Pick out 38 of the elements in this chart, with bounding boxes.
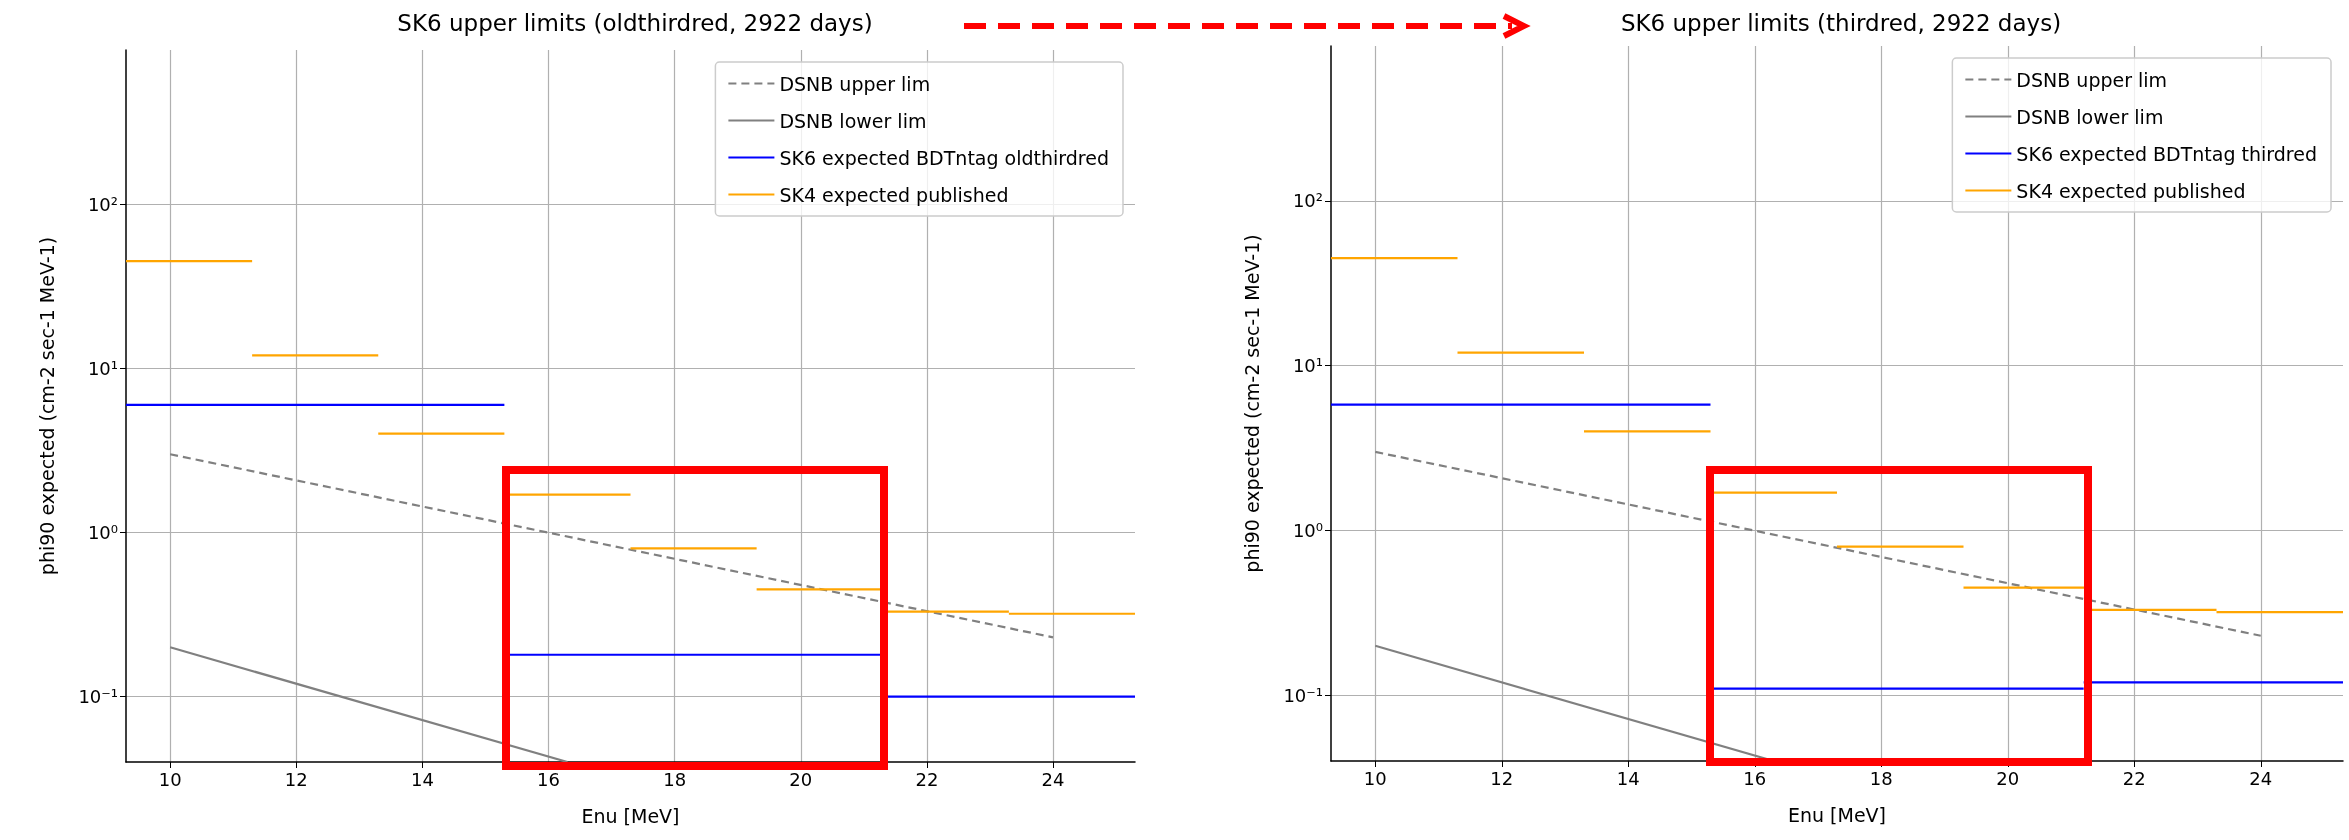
x-tick-label: 16 [537,768,560,790]
chart-title: SK6 upper limits (thirdred, 2922 days) [1620,9,2062,36]
y-tick-label: 10² [1292,190,1323,212]
y-tick-label: 10⁰ [1292,520,1323,542]
legend-label: SK6 expected BDTntag oldthirdred [779,146,1109,169]
legend-label: DSNB upper lim [2016,68,2168,91]
x-tick-label: 24 [2249,767,2273,789]
y-tick-label: 10² [87,193,118,215]
x-tick-label: 14 [1616,767,1640,789]
legend-label: SK6 expected BDTntag thirdred [2016,142,2318,165]
x-axis-title: Enu [MeV] [581,804,680,827]
x-tick-label: 22 [2122,767,2146,789]
x-tick-label: 10 [1363,767,1387,789]
x-tick-label: 10 [158,768,182,790]
x-tick-label: 20 [789,768,813,790]
legend-label: DSNB lower lim [2016,105,2164,128]
x-tick-label: 20 [1996,767,2020,789]
legend-label: DSNB upper lim [779,72,931,95]
y-tick-label: 10¹ [1292,355,1323,377]
y-tick-label: 10⁻¹ [1283,684,1323,706]
x-tick-label: 14 [410,768,434,790]
x-tick-label: 16 [1743,767,1767,789]
y-axis-title: phi90 expected (cm-2 sec-1 MeV-1) [35,236,58,576]
x-tick-label: 18 [663,768,687,790]
x-tick-label: 18 [1869,767,1893,789]
x-axis-title: Enu [MeV] [1787,803,1887,826]
legend-label: SK4 expected published [779,183,1009,206]
y-tick-label: 10⁰ [87,522,118,544]
x-tick-label: 24 [1041,768,1065,790]
y-tick-label: 10¹ [87,357,118,379]
x-tick-label: 22 [915,768,939,790]
chart-title: SK6 upper limits (oldthirdred, 2922 days) [397,9,873,36]
legend-label: SK4 expected published [2016,179,2246,202]
y-axis-title: phi90 expected (cm-2 sec-1 MeV-1) [1240,234,1263,573]
legend-label: DSNB lower lim [779,109,927,132]
x-tick-label: 12 [1490,767,1514,789]
y-tick-label: 10⁻¹ [78,686,118,708]
x-tick-label: 12 [284,768,308,790]
